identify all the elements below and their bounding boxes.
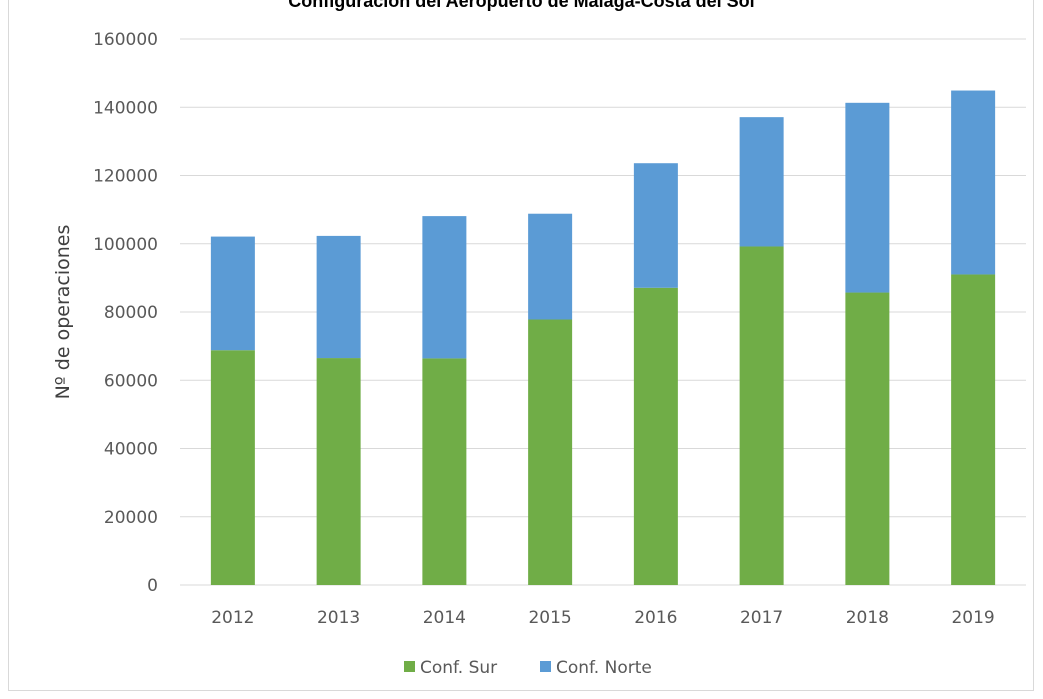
bar-conf-norte-2014 [422, 216, 467, 359]
gridlines [180, 38, 1026, 586]
bars [210, 90, 996, 586]
bar-conf-sur-2015 [528, 319, 573, 585]
bar-conf-sur-2016 [633, 287, 678, 585]
chart-title: Configuración del Aeropuerto de Málaga-C… [288, 0, 755, 11]
bar-conf-sur-2013 [316, 358, 361, 585]
bar-conf-norte-2015 [528, 213, 573, 320]
x-tick-label: 2014 [423, 608, 466, 628]
bar-conf-sur-2019 [951, 274, 996, 585]
legend-label: Conf. Sur [420, 658, 497, 678]
bar-conf-sur-2012 [210, 350, 255, 585]
bar-conf-sur-2018 [845, 292, 890, 585]
y-tick-label: 40000 [104, 440, 158, 460]
y-tick-label: 80000 [104, 303, 158, 323]
y-axis-ticks: 0 20000 40000 60000 80000 100000 120000 140000 1… [93, 30, 158, 596]
y-tick-label: 20000 [104, 508, 158, 528]
bar-conf-norte-2012 [210, 236, 255, 351]
legend-swatch [540, 661, 551, 672]
bar-conf-norte-2019 [951, 90, 996, 275]
x-tick-label: 2019 [951, 608, 994, 628]
y-axis-label: Nº de operaciones [52, 225, 74, 400]
y-tick-label: 140000 [93, 98, 158, 118]
x-tick-label: 2016 [634, 608, 677, 628]
bar-conf-norte-2013 [316, 235, 361, 359]
x-tick-label: 2015 [528, 608, 571, 628]
y-tick-label: 100000 [93, 235, 158, 255]
bar-conf-norte-2016 [633, 163, 678, 288]
x-axis-ticks: 2012 2013 2014 2015 2016 2017 2018 2019 [211, 608, 995, 628]
bar-conf-norte-2018 [845, 102, 890, 293]
legend: Conf. Sur Conf. Norte [404, 658, 652, 678]
legend-label: Conf. Norte [556, 658, 652, 678]
y-tick-label: 160000 [93, 30, 158, 50]
legend-swatch [404, 661, 415, 672]
bar-conf-sur-2014 [422, 358, 467, 585]
x-tick-label: 2012 [211, 608, 254, 628]
y-tick-label: 120000 [93, 167, 158, 187]
y-tick-label: 60000 [104, 371, 158, 391]
x-tick-label: 2017 [740, 608, 783, 628]
bar-conf-norte-2017 [739, 117, 784, 247]
x-tick-label: 2013 [317, 608, 360, 628]
y-tick-label: 0 [147, 576, 158, 596]
chart-frame [8, 0, 1034, 691]
x-tick-label: 2018 [846, 608, 889, 628]
bar-conf-sur-2017 [739, 246, 784, 586]
